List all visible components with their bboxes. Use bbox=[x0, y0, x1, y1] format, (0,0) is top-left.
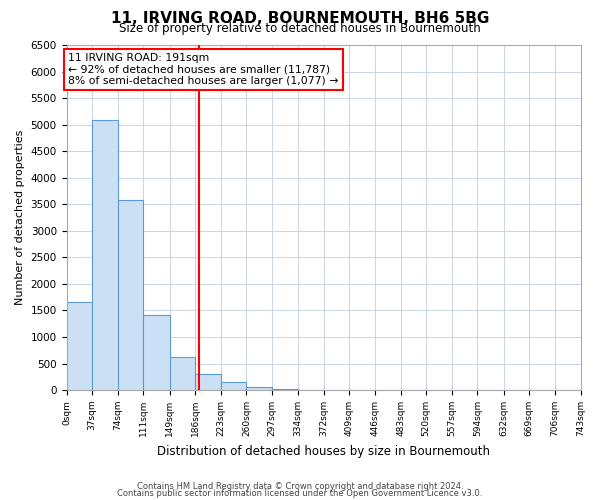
X-axis label: Distribution of detached houses by size in Bournemouth: Distribution of detached houses by size … bbox=[157, 444, 490, 458]
Bar bbox=[272, 389, 298, 390]
Text: Size of property relative to detached houses in Bournemouth: Size of property relative to detached ho… bbox=[119, 22, 481, 35]
Bar bbox=[118, 200, 143, 390]
Bar bbox=[67, 302, 92, 390]
Text: 11 IRVING ROAD: 191sqm
← 92% of detached houses are smaller (11,787)
8% of semi-: 11 IRVING ROAD: 191sqm ← 92% of detached… bbox=[68, 53, 338, 86]
Text: Contains public sector information licensed under the Open Government Licence v3: Contains public sector information licen… bbox=[118, 490, 482, 498]
Y-axis label: Number of detached properties: Number of detached properties bbox=[15, 130, 25, 305]
Text: 11, IRVING ROAD, BOURNEMOUTH, BH6 5BG: 11, IRVING ROAD, BOURNEMOUTH, BH6 5BG bbox=[111, 11, 489, 26]
Text: Contains HM Land Registry data © Crown copyright and database right 2024.: Contains HM Land Registry data © Crown c… bbox=[137, 482, 463, 491]
Bar bbox=[170, 357, 195, 390]
Bar bbox=[221, 382, 247, 390]
Bar bbox=[247, 387, 272, 390]
Bar bbox=[143, 314, 170, 390]
Bar bbox=[195, 374, 221, 390]
Bar bbox=[92, 120, 118, 390]
